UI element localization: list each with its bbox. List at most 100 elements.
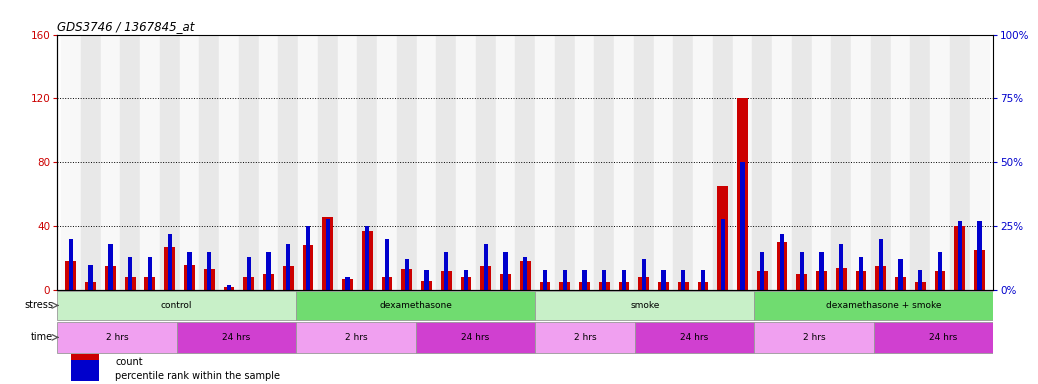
- Bar: [147, 257, 153, 290]
- Bar: [772, 35, 792, 290]
- Bar: [357, 35, 377, 290]
- Text: stress: stress: [24, 300, 53, 310]
- Bar: [461, 277, 471, 290]
- Bar: [298, 35, 318, 290]
- Bar: [296, 322, 415, 353]
- Bar: [65, 262, 77, 290]
- Bar: [343, 279, 353, 290]
- Bar: [871, 35, 891, 290]
- Bar: [105, 266, 116, 290]
- Bar: [405, 260, 409, 290]
- Bar: [128, 257, 133, 290]
- Bar: [377, 35, 397, 290]
- Bar: [144, 277, 156, 290]
- Text: 2 hrs: 2 hrs: [106, 333, 128, 342]
- Bar: [385, 239, 389, 290]
- Bar: [243, 277, 254, 290]
- Text: time: time: [31, 333, 53, 343]
- Bar: [701, 270, 705, 290]
- Bar: [812, 35, 831, 290]
- Bar: [176, 322, 296, 353]
- Bar: [755, 291, 1013, 319]
- Bar: [674, 35, 693, 290]
- Bar: [760, 252, 764, 290]
- Bar: [421, 280, 432, 290]
- Bar: [740, 162, 744, 290]
- Bar: [851, 35, 871, 290]
- Bar: [263, 274, 274, 290]
- Text: 24 hrs: 24 hrs: [929, 333, 958, 342]
- Bar: [402, 269, 412, 290]
- Bar: [819, 252, 824, 290]
- Bar: [326, 218, 330, 290]
- Bar: [318, 35, 337, 290]
- Bar: [661, 270, 665, 290]
- Bar: [520, 262, 530, 290]
- Text: 2 hrs: 2 hrs: [345, 333, 367, 342]
- Bar: [839, 244, 844, 290]
- Bar: [792, 35, 812, 290]
- Text: 24 hrs: 24 hrs: [461, 333, 490, 342]
- Text: 2 hrs: 2 hrs: [802, 333, 825, 342]
- Bar: [836, 268, 847, 290]
- Bar: [978, 221, 982, 290]
- Bar: [61, 35, 81, 290]
- Bar: [776, 242, 788, 290]
- Bar: [199, 35, 219, 290]
- Bar: [120, 35, 140, 290]
- Bar: [555, 35, 575, 290]
- Bar: [595, 35, 614, 290]
- Bar: [302, 245, 313, 290]
- Bar: [536, 35, 555, 290]
- Bar: [638, 277, 649, 290]
- Bar: [974, 250, 985, 290]
- Bar: [678, 282, 688, 290]
- Bar: [258, 35, 278, 290]
- Bar: [681, 270, 685, 290]
- Bar: [125, 277, 136, 290]
- Bar: [950, 35, 969, 290]
- Bar: [203, 269, 215, 290]
- Bar: [717, 186, 729, 290]
- Bar: [207, 252, 212, 290]
- Bar: [57, 322, 176, 353]
- Bar: [634, 35, 654, 290]
- Bar: [559, 282, 570, 290]
- Bar: [858, 257, 864, 290]
- Bar: [523, 257, 527, 290]
- Bar: [306, 226, 310, 290]
- Bar: [167, 234, 172, 290]
- Bar: [382, 277, 392, 290]
- Bar: [223, 287, 235, 290]
- Bar: [579, 282, 590, 290]
- Bar: [88, 265, 92, 290]
- Bar: [582, 270, 586, 290]
- Bar: [415, 322, 536, 353]
- Bar: [441, 271, 452, 290]
- Bar: [831, 35, 851, 290]
- Bar: [180, 35, 199, 290]
- Bar: [575, 35, 595, 290]
- Bar: [456, 35, 475, 290]
- Bar: [816, 271, 827, 290]
- Bar: [934, 271, 946, 290]
- Text: dexamethasone: dexamethasone: [379, 301, 453, 310]
- Bar: [475, 35, 495, 290]
- Bar: [910, 35, 930, 290]
- Bar: [187, 252, 192, 290]
- Bar: [753, 35, 772, 290]
- Bar: [140, 35, 160, 290]
- Text: count: count: [115, 357, 143, 367]
- Bar: [184, 265, 195, 290]
- Bar: [536, 291, 755, 319]
- Bar: [69, 239, 73, 290]
- Bar: [484, 244, 488, 290]
- Bar: [898, 260, 903, 290]
- Bar: [891, 35, 910, 290]
- Bar: [346, 277, 350, 290]
- Bar: [425, 270, 429, 290]
- Bar: [495, 35, 515, 290]
- Bar: [81, 35, 101, 290]
- Bar: [641, 260, 646, 290]
- Bar: [622, 270, 626, 290]
